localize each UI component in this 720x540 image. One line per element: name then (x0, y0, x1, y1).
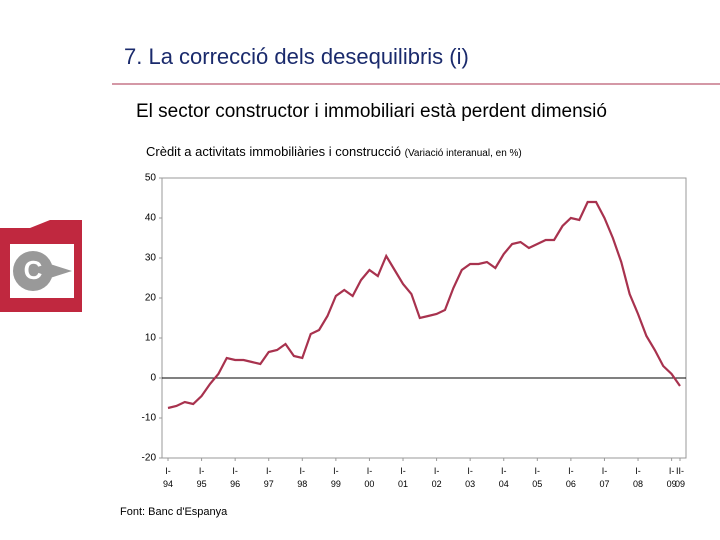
x-tick-label-part: II- (676, 466, 684, 476)
x-tick-label: I- 01 (398, 466, 408, 489)
x-tick-label: I- 04 (499, 466, 509, 489)
x-tick-label: I- 96 (230, 466, 240, 489)
x-tick-label-part: I- (669, 466, 675, 476)
x-tick-label: I- 05 (532, 466, 542, 489)
x-tick-label: I- 97 (264, 466, 274, 489)
x-tick-label: I- 03 (465, 466, 475, 489)
x-tick-label-part: I- (367, 466, 373, 476)
x-tick-label-part: 06 (566, 479, 576, 489)
x-tick-label: I- 07 (599, 466, 609, 489)
chart-title-main: Crèdit a activitats immobiliàries i cons… (146, 144, 401, 159)
chart-title: Crèdit a activitats immobiliàries i cons… (146, 144, 522, 159)
x-tick-label-part: I- (266, 466, 272, 476)
x-tick-label: I- 99 (331, 466, 341, 489)
x-tick-label-part: 00 (364, 479, 374, 489)
x-tick-label-part: 96 (230, 479, 240, 489)
x-tick-label-part: I- (467, 466, 473, 476)
x-tick-label: I- 06 (566, 466, 576, 489)
source: Font: Banc d'Espanya (120, 506, 228, 518)
chart-subtitle: (Variació interanual, en %) (405, 148, 522, 159)
x-tick-label: I- 98 (297, 466, 307, 489)
x-tick-label-part: I- (199, 466, 205, 476)
x-tick-label-part: 99 (331, 479, 341, 489)
x-tick-label-part: I- (568, 466, 574, 476)
x-tick-label: I- 08 (633, 466, 643, 489)
x-tick-label: I- 95 (197, 466, 207, 489)
x-tick-label-part: I- (501, 466, 507, 476)
y-tick-label: 0 (150, 373, 156, 384)
x-tick-label-part: 08 (633, 479, 643, 489)
x-tick-label-part: I- (333, 466, 339, 476)
x-tick-label-part: I- (400, 466, 406, 476)
x-tick-label-part: I- (300, 466, 306, 476)
svg-text:C: C (24, 255, 43, 285)
plot-frame (161, 177, 687, 459)
y-tick-label: 10 (145, 333, 157, 344)
data-line (167, 200, 681, 410)
logo: C (0, 220, 82, 312)
x-tick-label-part: I- (602, 466, 608, 476)
x-tick-label: II- 09 (675, 466, 685, 489)
x-tick-label-part: I- (635, 466, 641, 476)
x-tick-label-part: 98 (297, 479, 307, 489)
x-tick-label-part: I- (535, 466, 541, 476)
x-tick-label: I- 94 (163, 466, 173, 489)
y-tick-label: 30 (145, 253, 157, 264)
slide-title: 7. La correcció dels desequilibris (i) (124, 44, 469, 69)
x-tick-label-part: 07 (599, 479, 609, 489)
x-tick-label: I- 09 (667, 466, 677, 489)
x-tick-label-part: 05 (532, 479, 542, 489)
y-tick-label: -10 (142, 413, 157, 424)
x-tick-label-part: 94 (163, 479, 173, 489)
x-tick-label-part: I- (232, 466, 238, 476)
x-tick-label-part: 95 (197, 479, 207, 489)
x-tick-label: I- 00 (364, 466, 374, 489)
x-tick-label-part: 97 (264, 479, 274, 489)
slide-subtitle: El sector constructor i immobiliari està… (136, 101, 607, 122)
x-tick-label-part: 04 (499, 479, 509, 489)
y-tick-label: 50 (145, 173, 157, 184)
y-tick-label: 40 (145, 213, 157, 224)
y-tick-label: -20 (142, 453, 157, 464)
x-tick-label: I- 02 (432, 466, 442, 489)
x-tick-label-part: I- (434, 466, 440, 476)
x-tick-label-part: 01 (398, 479, 408, 489)
x-tick-label-part: 02 (432, 479, 442, 489)
x-tick-label-part: 09 (667, 479, 677, 489)
x-tick-label-part: 09 (675, 479, 685, 489)
x-tick-label-part: 03 (465, 479, 475, 489)
y-tick-label: 20 (145, 293, 157, 304)
x-tick-label-part: I- (165, 466, 171, 476)
